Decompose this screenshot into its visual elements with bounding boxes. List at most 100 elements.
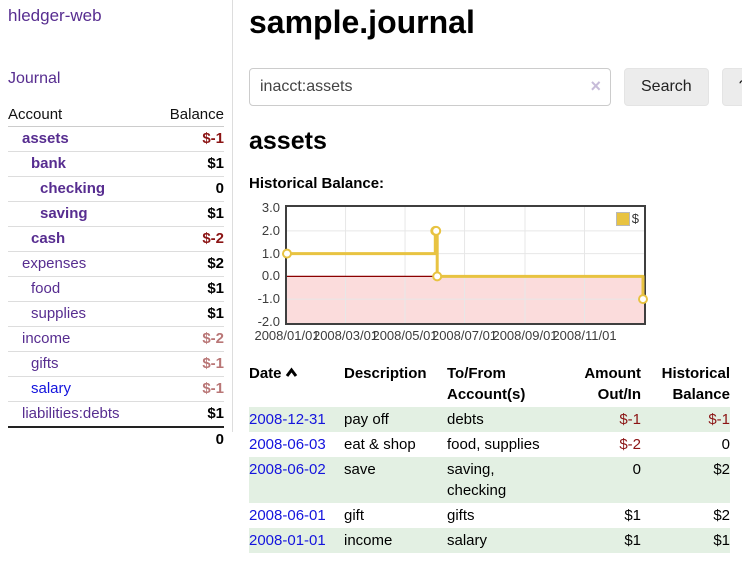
search-input[interactable] xyxy=(249,68,611,106)
x-tick-label: 2008/09/01 xyxy=(492,328,558,343)
account-name-cell: assets xyxy=(8,126,154,152)
transaction-accounts: salary xyxy=(447,528,564,553)
account-row: liabilities:debts $1 xyxy=(8,402,224,428)
account-row: expenses $2 xyxy=(8,251,224,277)
y-tick-label: 3.0 xyxy=(261,200,280,216)
transaction-date-link[interactable]: 2008-06-02 xyxy=(249,461,326,478)
account-heading: assets xyxy=(249,127,327,155)
brand-link[interactable]: hledger-web xyxy=(8,6,102,25)
account-name-cell: income xyxy=(8,326,154,352)
account-row: gifts $-1 xyxy=(8,351,224,377)
transaction-balance: $2 xyxy=(641,457,730,503)
account-name-cell: salary xyxy=(8,376,154,402)
search-button[interactable]: Search xyxy=(624,68,709,106)
account-link[interactable]: liabilities:debts xyxy=(22,405,120,422)
page-title: sample.journal xyxy=(249,4,475,40)
sidebar-nav: Journal xyxy=(8,70,224,88)
transaction-date-cell: 2008-06-01 xyxy=(249,503,344,528)
account-name-cell: gifts xyxy=(8,351,154,377)
account-row: salary $-1 xyxy=(8,376,224,402)
transaction-description: pay off xyxy=(344,407,447,432)
register-col-date[interactable]: Date xyxy=(249,361,344,407)
account-row: bank $1 xyxy=(8,151,224,177)
transaction-date-link[interactable]: 2008-06-03 xyxy=(249,436,326,453)
account-link[interactable]: cash xyxy=(31,230,66,247)
register-col-amount[interactable]: Amount Out/In xyxy=(584,365,641,403)
account-balance: $2 xyxy=(153,251,224,277)
account-name-cell: saving xyxy=(8,201,154,227)
transaction-row: 2008-06-03 eat & shop food, supplies $-2 0 xyxy=(249,432,730,457)
account-link[interactable]: food xyxy=(31,280,61,297)
account-link[interactable]: income xyxy=(22,330,71,347)
account-name-cell: expenses xyxy=(8,251,154,277)
transaction-date-link[interactable]: 2008-12-31 xyxy=(249,411,326,428)
x-tick-label: 2008/03/01 xyxy=(312,328,379,343)
transaction-amount: $1 xyxy=(624,507,641,524)
account-link[interactable]: supplies xyxy=(31,305,87,322)
account-balance: $-2 xyxy=(153,326,224,352)
y-tick-label: 0.0 xyxy=(261,268,280,284)
transaction-description: eat & shop xyxy=(344,436,416,453)
account-name-cell: supplies xyxy=(8,301,154,327)
sidebar-item-journal[interactable]: Journal xyxy=(8,70,61,87)
account-balance: $1 xyxy=(153,151,224,177)
transaction-date-link[interactable]: 2008-06-01 xyxy=(249,507,326,524)
search-input-wrap: × xyxy=(249,68,611,106)
transaction-description: income xyxy=(344,528,447,553)
account-row: supplies $1 xyxy=(8,301,224,327)
x-tick-label: 2008/01/01 xyxy=(254,328,320,343)
y-tick-label: 1.0 xyxy=(261,245,280,261)
account-row: food $1 xyxy=(8,276,224,302)
account-name-cell: food xyxy=(8,276,154,302)
accounts-total-spacer xyxy=(8,426,154,452)
transaction-row: 2008-01-01 income salary $1 $1 xyxy=(249,528,730,553)
account-link[interactable]: expenses xyxy=(22,255,87,272)
transaction-amount: 0 xyxy=(564,457,641,503)
account-link[interactable]: assets xyxy=(22,130,69,147)
account-link[interactable]: gifts xyxy=(31,355,59,372)
register-col-date-label: Date xyxy=(249,365,282,382)
account-name-cell: cash xyxy=(8,226,154,252)
register-col-balance[interactable]: Historical Balance xyxy=(661,365,730,403)
chart-legend: $ xyxy=(615,211,639,226)
account-link[interactable]: checking xyxy=(40,180,106,197)
transaction-amount: $1 xyxy=(564,528,641,553)
transaction-balance: $-1 xyxy=(641,407,730,432)
chart-title: Historical Balance: xyxy=(249,175,385,192)
help-button[interactable]: ? xyxy=(721,68,742,106)
transaction-date-link[interactable]: 2008-01-01 xyxy=(249,532,326,549)
account-balance: $-1 xyxy=(153,351,224,377)
historical-balance-chart: 3.0 2.0 1.0 0.0 -1.0 -2.0 $ 2008/01/01 2008/03… xyxy=(249,200,742,347)
account-row: income $-2 xyxy=(8,326,224,352)
transaction-date-cell: 2008-06-03 xyxy=(249,432,344,457)
balance-col-header: Balance xyxy=(153,103,224,127)
account-balance: $-1 xyxy=(153,126,224,152)
register-table: Date Description To/From Account(s) Amou… xyxy=(249,361,730,553)
transaction-balance: $2 xyxy=(713,507,730,524)
transaction-accounts: saving, checking xyxy=(447,457,564,503)
accounts-header-row: Account Balance xyxy=(8,103,224,127)
account-link[interactable]: bank xyxy=(31,155,67,172)
transaction-row: 2008-12-31 pay off debts $-1 $-1 xyxy=(249,407,730,432)
transaction-description: gift xyxy=(344,507,365,524)
y-tick-label: 2.0 xyxy=(261,222,280,238)
account-balance: $1 xyxy=(207,405,224,422)
register-col-description[interactable]: Description xyxy=(344,365,427,382)
accounts-total-row: 0 xyxy=(8,426,224,452)
register-col-account[interactable]: To/From Account(s) xyxy=(447,365,526,403)
clear-search-icon[interactable]: × xyxy=(590,76,601,97)
account-link[interactable]: saving xyxy=(40,205,88,222)
transaction-accounts: food, supplies xyxy=(447,436,540,453)
main-content: sample.journal × Search ? assets Histori… xyxy=(233,0,742,582)
transaction-accounts: debts xyxy=(447,407,564,432)
transaction-amount: $-1 xyxy=(564,407,641,432)
account-link[interactable]: salary xyxy=(31,380,72,397)
x-tick-label: 2008/05/01 xyxy=(372,328,438,343)
transaction-amount: $-2 xyxy=(619,436,641,453)
transaction-date-cell: 2008-01-01 xyxy=(249,528,344,553)
register-header-row: Date Description To/From Account(s) Amou… xyxy=(249,361,730,407)
search-form: × Search ? xyxy=(249,68,742,106)
account-row: cash $-2 xyxy=(8,226,224,252)
account-balance: $1 xyxy=(153,301,224,327)
